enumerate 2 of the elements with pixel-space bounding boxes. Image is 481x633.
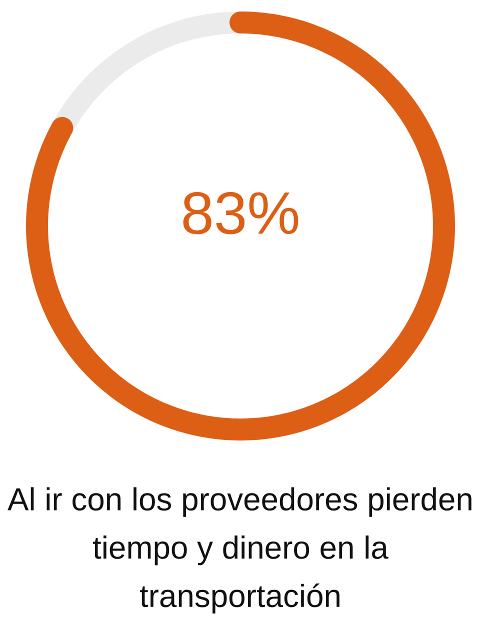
data-label: 83% bbox=[183, 192, 298, 234]
text: Al ir con los proveedores pierden tiempo y dinero en la transportación bbox=[8, 487, 472, 614]
